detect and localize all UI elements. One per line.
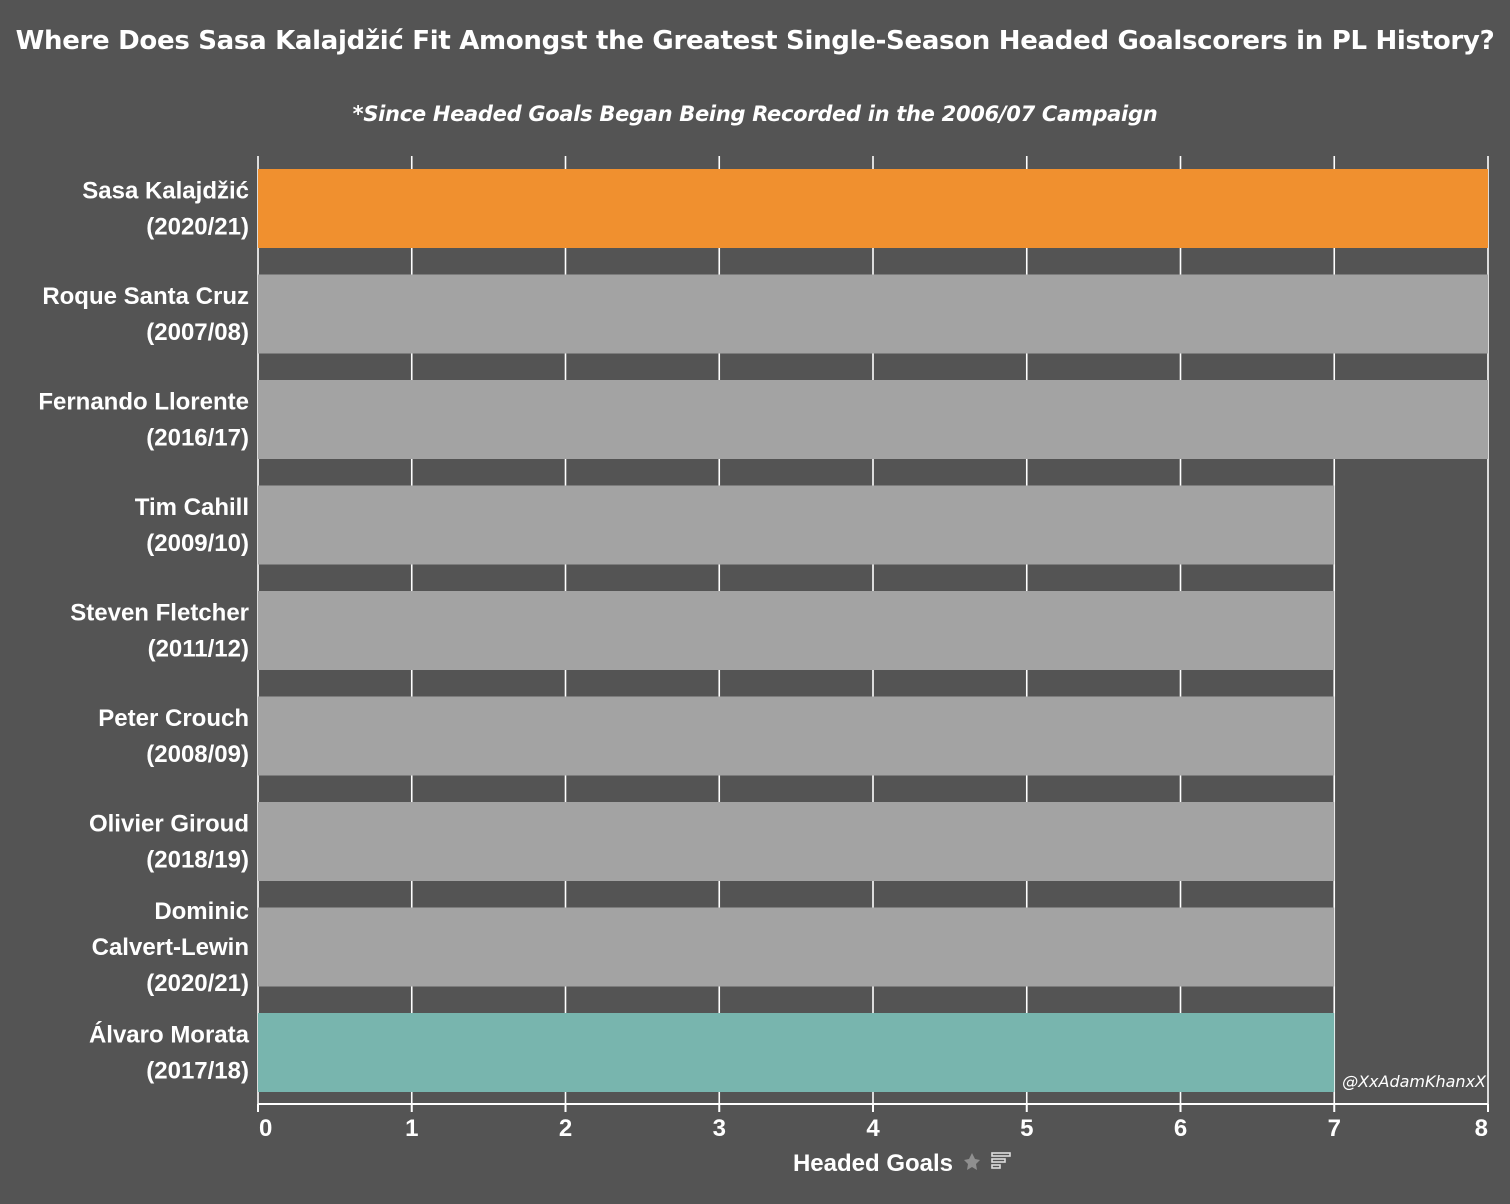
- category-label-line: Fernando Llorente: [38, 389, 249, 416]
- category-label-line: (2020/21): [146, 970, 249, 997]
- category-label-line: Peter Crouch: [98, 705, 249, 732]
- x-tick-label: 6: [1174, 1115, 1187, 1142]
- category-label: Roque Santa Cruz (2007/08): [42, 283, 249, 346]
- category-label-line: (2017/18): [146, 1058, 249, 1085]
- x-tick-label: 5: [1020, 1115, 1033, 1142]
- category-label-line: Olivier Giroud: [89, 811, 249, 838]
- category-label: Sasa Kalajdžić (2020/21): [82, 178, 249, 241]
- category-label: Dominic Calvert-Lewin (2020/21): [92, 898, 249, 997]
- category-label-line: Sasa Kalajdžić: [82, 178, 249, 205]
- x-axis: 0 1 2 3 4 5 6 7 8: [257, 1103, 1489, 1142]
- category-label: Álvaro Morata (2017/18): [89, 1021, 250, 1085]
- category-label-line: (2008/09): [146, 741, 249, 768]
- category-label-line: Roque Santa Cruz: [42, 283, 249, 310]
- category-label-line: Dominic: [154, 898, 249, 925]
- pin-icon[interactable]: [964, 1153, 980, 1170]
- category-labels: Sasa Kalajdžić (2020/21) Roque Santa Cruz (…: [38, 178, 249, 1085]
- category-label-line: (2018/19): [146, 847, 249, 874]
- x-axis-title: Headed Goals: [793, 1150, 953, 1177]
- bars: [258, 169, 1488, 1092]
- category-label: Olivier Giroud (2018/19): [89, 811, 249, 874]
- category-label: Tim Cahill (2009/10): [135, 494, 249, 557]
- bar[interactable]: [258, 485, 1335, 565]
- category-label-line: (2016/17): [146, 425, 249, 452]
- credit-label: @XxAdamKhanxX: [1342, 1072, 1487, 1091]
- x-tick-label: 3: [713, 1115, 726, 1142]
- bar[interactable]: [258, 274, 1488, 354]
- category-label: Steven Fletcher (2011/12): [70, 600, 249, 663]
- bar[interactable]: [258, 169, 1488, 248]
- bar[interactable]: [258, 907, 1335, 987]
- x-tick-label: 4: [866, 1115, 880, 1142]
- chart-title: Where Does Sasa Kalajdžić Fit Amongst th…: [15, 26, 1495, 56]
- chart-subtitle: *Since Headed Goals Began Being Recorded…: [352, 102, 1158, 126]
- x-tick-label: 8: [1475, 1115, 1488, 1142]
- bar[interactable]: [258, 591, 1335, 670]
- x-tick-label: 1: [405, 1115, 418, 1142]
- category-label-line: Tim Cahill: [135, 494, 249, 521]
- bar[interactable]: [258, 1013, 1335, 1092]
- bar[interactable]: [258, 802, 1335, 881]
- bar[interactable]: [258, 696, 1335, 776]
- category-label: Fernando Llorente (2016/17): [38, 389, 249, 452]
- sort-icon[interactable]: [991, 1152, 1011, 1169]
- x-tick-label: 2: [559, 1115, 572, 1142]
- x-tick-label: 7: [1328, 1115, 1341, 1142]
- category-label-line: (2007/08): [146, 319, 249, 346]
- category-label-line: Steven Fletcher: [70, 600, 249, 627]
- category-label-line: (2009/10): [146, 530, 249, 557]
- category-label-line: (2011/12): [148, 636, 249, 663]
- x-tick-label: 0: [259, 1115, 272, 1142]
- category-label-line: Calvert-Lewin: [92, 934, 249, 961]
- category-label: Peter Crouch (2008/09): [98, 705, 249, 768]
- category-label-line: (2020/21): [146, 214, 249, 241]
- bar[interactable]: [258, 380, 1488, 459]
- category-label-line: Álvaro Morata: [89, 1021, 250, 1049]
